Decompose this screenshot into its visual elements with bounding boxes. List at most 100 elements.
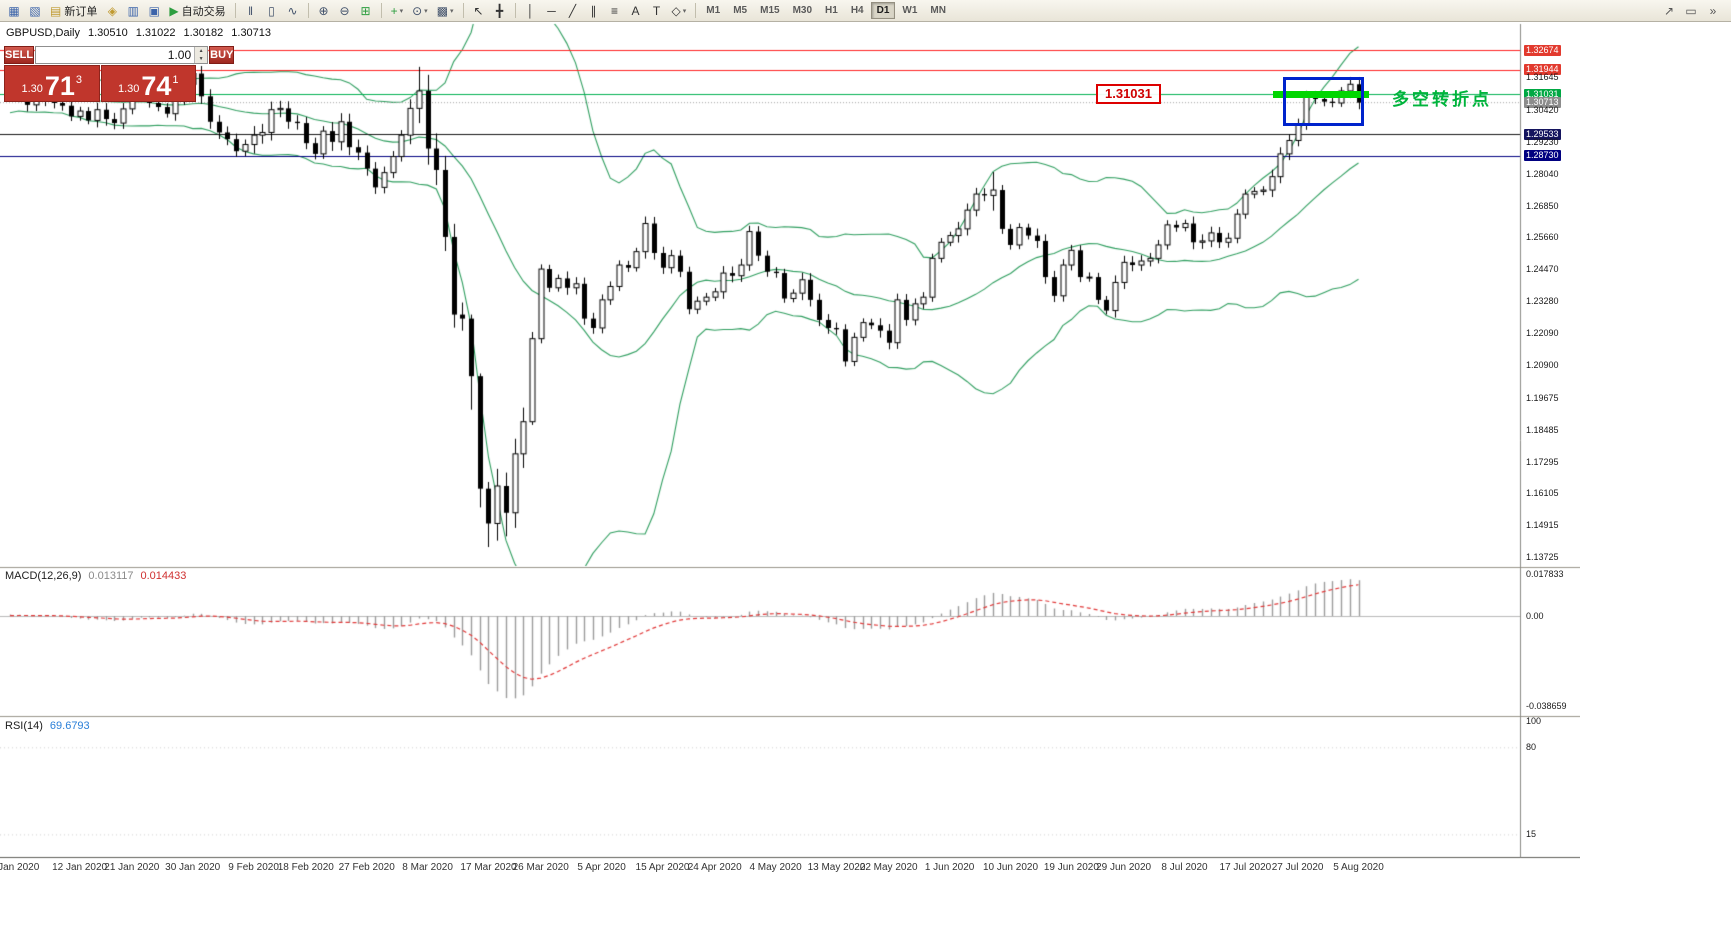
text-icon-button[interactable]: A <box>626 1 646 20</box>
toolbar: ▦ ▧ ▤ 新订单 ◈ ▥ ▣ ▶ 自动交易 ‖ ▯ ∿ ⊕ ⊖ ⊞ + ▾ ⊙ ▾ ▩ ▾ ↖ ╋ │ ─ ╱ ∥ ≡ A T ◇ ▾ M1… <box>0 0 1731 22</box>
templates-icon-button[interactable]: ▩ ▾ <box>433 1 458 20</box>
horizontal-line-icon: ─ <box>547 3 556 18</box>
candlestick-chart-icon: ▯ <box>268 3 275 18</box>
autotrading-button[interactable]: ▶ 自动交易 <box>165 1 229 20</box>
buy-price-head: 1.30 <box>117 83 140 95</box>
volume-decrease-button[interactable]: ▼ <box>195 55 208 63</box>
time-axis-label: 21 Jan 2020 <box>104 862 160 873</box>
cursor-icon-button[interactable]: ↖ <box>469 1 489 20</box>
profiles-icon: ▧ <box>29 3 41 18</box>
consolidation-box[interactable] <box>1282 76 1365 126</box>
price-scale-label: 1.19675 <box>1526 392 1559 403</box>
support-zone-bar[interactable] <box>1272 90 1370 98</box>
timeframe-m5-button[interactable]: M5 <box>733 5 748 16</box>
turning-point-note[interactable]: 多空转折点 <box>1392 90 1492 110</box>
price-scale-label: 1.25660 <box>1526 232 1559 243</box>
timeframe-d1-button[interactable]: D1 <box>870 2 896 19</box>
vertical-line-icon-button[interactable]: │ <box>521 1 541 20</box>
channel-icon-button[interactable]: ∥ <box>584 1 604 20</box>
horizontal-line-icon-button[interactable]: ─ <box>542 1 562 20</box>
timeframe-h4-button[interactable]: H4 <box>850 5 864 16</box>
zoom-out-icon-button[interactable]: ⊖ <box>335 1 355 20</box>
fibonacci-icon-button[interactable]: ≡ <box>605 1 625 20</box>
time-axis-label: 8 Jul 2020 <box>1161 862 1208 873</box>
new-chart-icon-button[interactable]: ▦ <box>4 1 24 20</box>
new-order-button[interactable]: ▤ 新订单 <box>46 1 101 20</box>
draw-arrow-icon-button[interactable]: ↗ <box>1659 1 1679 20</box>
bar-chart-icon-button[interactable]: ‖ <box>241 1 261 20</box>
shapes-icon-button[interactable]: ▭ <box>1681 1 1701 20</box>
market-watch-icon: ▥ <box>127 3 140 18</box>
timeframe-w1-button[interactable]: W1 <box>902 5 918 16</box>
timeframe-toolbar: M1 M5 M15 M30 H1 H4 D1 W1 MN <box>700 2 952 19</box>
time-axis-label: 10 Jun 2020 <box>982 862 1039 873</box>
tile-windows-icon-button[interactable]: ⊞ <box>356 1 376 20</box>
time-axis-label: 22 May 2020 <box>859 862 918 873</box>
trade-panel-prices: 1.30 71 3 1.30 74 1 <box>4 65 196 102</box>
quotes-icon-button[interactable]: ◈ <box>102 1 122 20</box>
price-scale-label: 1.31645 <box>1526 72 1559 83</box>
volume-increase-button[interactable]: ▲ <box>195 47 208 55</box>
close-value: 1.30713 <box>231 27 272 39</box>
macd-scale-label: 0.017833 <box>1526 568 1564 579</box>
time-scale[interactable]: Jan 2020 12 Jan 2020 21 Jan 2020 30 Jan 202… <box>0 860 1520 878</box>
macd-title-text: MACD(12,26,9) <box>5 570 82 582</box>
candlestick-chart-icon-button[interactable]: ▯ <box>262 1 282 20</box>
price-chart-canvas[interactable] <box>0 22 1580 948</box>
price-scale-label: 1.22090 <box>1526 328 1559 339</box>
buy-button[interactable]: BUY <box>209 46 235 64</box>
chart-ohlc-header: GBPUSD,Daily 1.30510 1.31022 1.30182 1.3… <box>6 27 271 39</box>
time-axis-label: 27 Feb 2020 <box>338 862 395 873</box>
price-scale-label: 1.31031 <box>1524 88 1561 100</box>
sell-price-big: 71 <box>44 71 75 101</box>
news-icon-button[interactable]: ▣ <box>144 1 164 20</box>
trendline-icon-button[interactable]: ╱ <box>563 1 583 20</box>
toolbar-separator <box>307 3 309 18</box>
market-watch-icon-button[interactable]: ▥ <box>123 1 143 20</box>
price-scale-label: 1.26850 <box>1526 200 1559 211</box>
timeframe-m30-button[interactable]: M30 <box>792 5 813 16</box>
tile-windows-icon: ⊞ <box>360 3 371 18</box>
line-chart-icon-button[interactable]: ∿ <box>283 1 303 20</box>
scroll-to-end-icon-button[interactable]: » <box>1703 1 1723 20</box>
arrows-icon-button[interactable]: ◇ ▾ <box>668 1 691 20</box>
profiles-icon-button[interactable]: ▧ <box>25 1 45 20</box>
time-axis-label: 18 Feb 2020 <box>277 862 334 873</box>
time-axis-label: 1 Jun 2020 <box>924 862 975 873</box>
timeframe-h1-button[interactable]: H1 <box>825 5 838 16</box>
volume-input[interactable] <box>36 47 195 63</box>
chevron-down-icon: ▾ <box>450 7 454 15</box>
toolbar-left-group: ▦ ▧ ▤ 新订单 ◈ ▥ ▣ ▶ 自动交易 ‖ ▯ ∿ ⊕ ⊖ ⊞ + ▾ ⊙ ▾ ▩ ▾ ↖ ╋ │ ─ ╱ ∥ ≡ A T ◇ ▾ <box>4 1 700 20</box>
price-scale-label: 1.32674 <box>1524 44 1561 56</box>
periods-icon-button[interactable]: ⊙ ▾ <box>408 1 432 20</box>
zoom-in-icon: ⊕ <box>318 3 329 18</box>
price-scale-label: 1.17295 <box>1526 456 1559 467</box>
toolbar-separator <box>695 3 697 18</box>
rsi-value: 69.6793 <box>49 720 90 732</box>
rsi-scale-label: 80 <box>1526 742 1537 753</box>
macd-indicator-label: MACD(12,26,9) 0.013117 0.014433 <box>5 570 186 582</box>
time-axis-label: 5 Aug 2020 <box>1333 862 1384 873</box>
timeframe-m15-button[interactable]: M15 <box>760 5 780 16</box>
text-label-icon-button[interactable]: T <box>647 1 667 20</box>
sell-price-head: 1.30 <box>21 83 43 95</box>
price-scale[interactable]: 1.32674 1.31944 1.31645 1.31031 1.30713 1.304… <box>1522 22 1584 948</box>
trendline-icon: ╱ <box>568 3 577 18</box>
volume-spinner: ▲ ▼ <box>194 47 208 63</box>
crosshair-icon-button[interactable]: ╋ <box>490 1 510 20</box>
timeframe-m1-button[interactable]: M1 <box>706 5 721 16</box>
time-axis-label: 29 Jun 2020 <box>1096 862 1152 873</box>
zoom-in-icon-button[interactable]: ⊕ <box>314 1 334 20</box>
chevron-down-icon: ▾ <box>424 7 428 15</box>
text-icon: A <box>631 3 640 18</box>
indicators-icon-button[interactable]: + ▾ <box>387 1 408 20</box>
toolbar-right-group: ↗ ▭ » <box>1659 1 1727 20</box>
timeframe-mn-button[interactable]: MN <box>930 5 946 16</box>
sell-button[interactable]: SELL <box>4 46 35 64</box>
price-scale-label: 1.29230 <box>1526 136 1559 147</box>
sell-price[interactable]: 1.30 71 3 <box>4 65 100 102</box>
shapes-icon: ▭ <box>1685 3 1697 18</box>
buy-price[interactable]: 1.30 74 1 <box>100 65 196 102</box>
time-axis-label: 15 Apr 2020 <box>635 862 690 873</box>
price-level-flag[interactable]: 1.31031 <box>1096 84 1161 105</box>
